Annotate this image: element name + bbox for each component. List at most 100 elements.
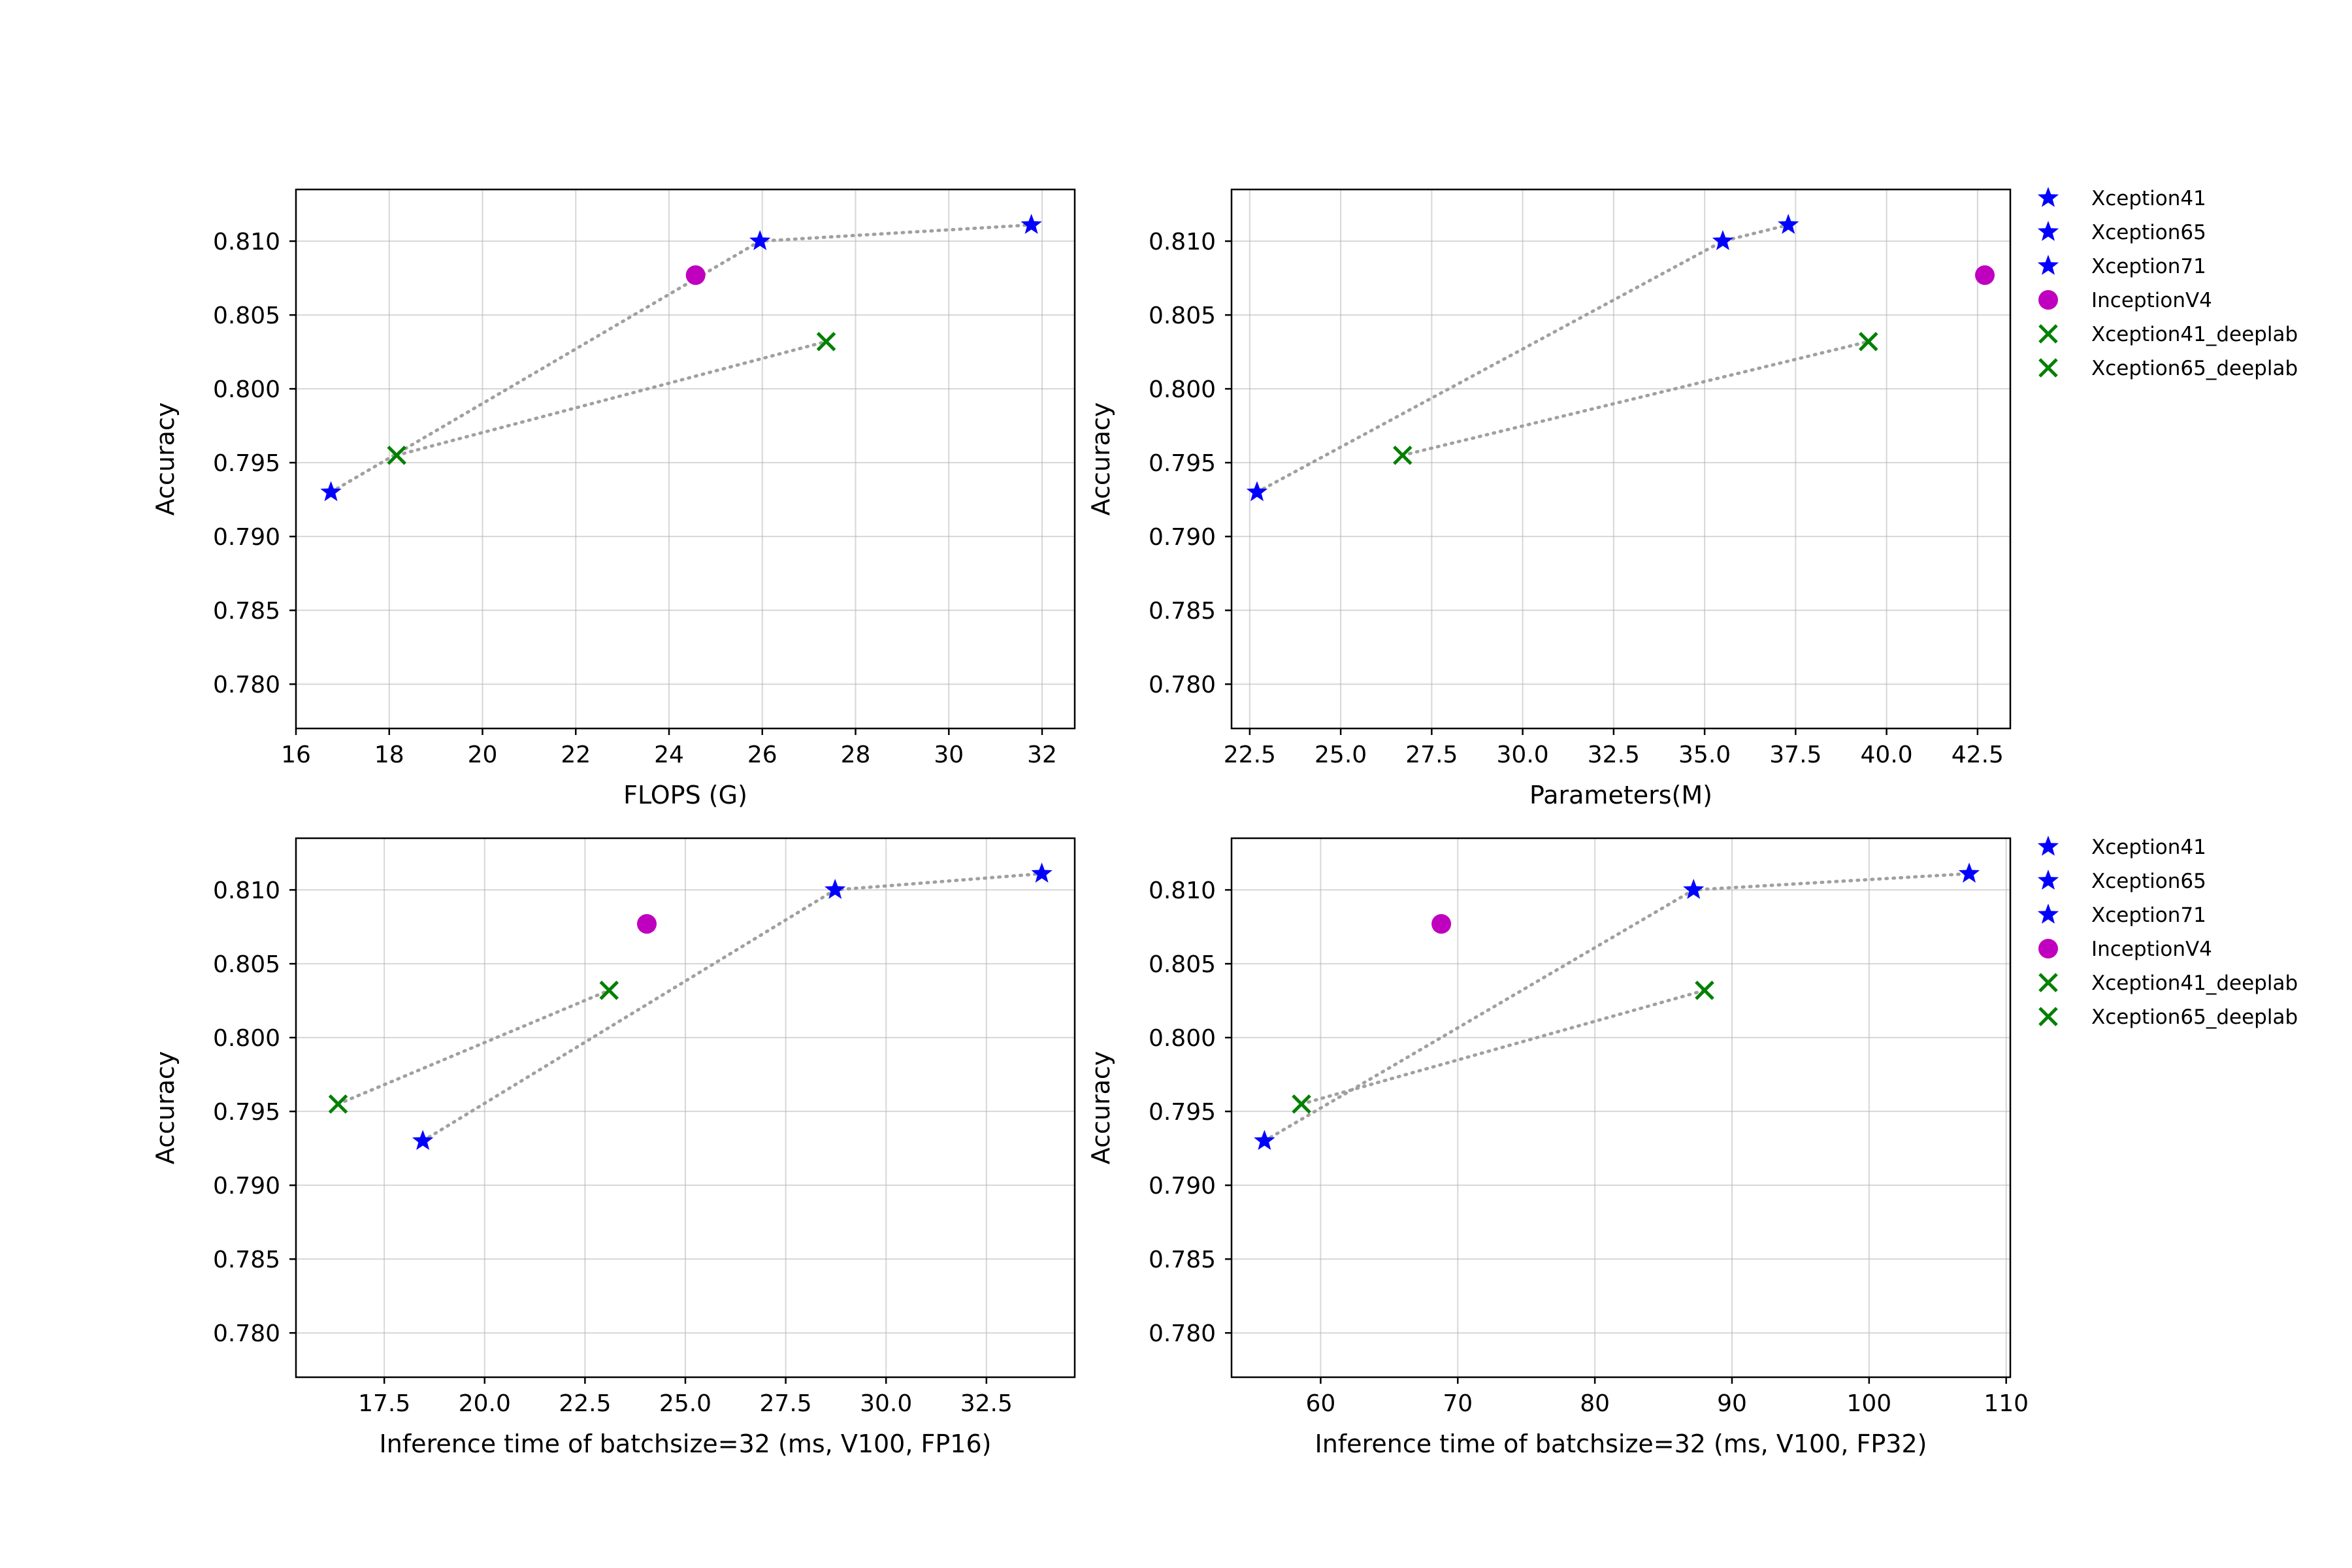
x-tick-label: 30 bbox=[934, 742, 964, 768]
x-tick-label: 70 bbox=[1443, 1390, 1473, 1417]
point-xception41 bbox=[1246, 481, 1268, 502]
point-xception41 bbox=[412, 1130, 434, 1151]
x-tick-label: 30.0 bbox=[860, 1390, 912, 1417]
x-tick-label: 80 bbox=[1580, 1390, 1610, 1417]
y-tick-label: 0.795 bbox=[213, 450, 280, 477]
x-tick-label: 17.5 bbox=[358, 1390, 410, 1417]
y-tick-label: 0.805 bbox=[213, 302, 280, 329]
point-xception41-deeplab bbox=[328, 1094, 348, 1114]
point-xception65 bbox=[1683, 879, 1705, 899]
y-axis-label: Accuracy bbox=[1086, 1051, 1115, 1165]
x-tick-label: 30.0 bbox=[1497, 742, 1549, 768]
x-axis-label: Inference time of batchsize=32 (ms, V100… bbox=[1315, 1429, 1927, 1458]
legend-marker-xception65 bbox=[2037, 870, 2059, 890]
connector-line bbox=[329, 223, 1034, 494]
point-inceptionv4 bbox=[637, 914, 657, 934]
legend-label: Xception65_deeplab bbox=[2091, 1005, 2298, 1029]
legend-marker-inceptionv4 bbox=[2038, 290, 2058, 310]
x-tick-label: 28 bbox=[841, 742, 871, 768]
y-tick-label: 0.780 bbox=[1149, 672, 1216, 698]
x-tick-label: 32.5 bbox=[960, 1390, 1013, 1417]
point-xception41-deeplab bbox=[1393, 446, 1413, 465]
connector-line bbox=[1401, 340, 1870, 457]
y-tick-label: 0.790 bbox=[213, 1173, 280, 1200]
y-tick-label: 0.780 bbox=[1149, 1320, 1216, 1347]
subplot-2: 22.5 25.0 27.5 30.0 32.5 35.0 37.5 40.0 42.5 0.78… bbox=[1086, 187, 2298, 809]
legend-label: Xception65 bbox=[2091, 870, 2206, 893]
y-tick-label: 0.790 bbox=[1149, 524, 1216, 551]
legend-marker-xception65-deeplab bbox=[2038, 358, 2058, 378]
y-tick-label: 0.795 bbox=[1149, 1099, 1216, 1126]
legend-label: Xception41_deeplab bbox=[2091, 972, 2298, 995]
x-axis-label: Parameters(M) bbox=[1529, 781, 1712, 809]
y-tick-label: 0.785 bbox=[213, 598, 280, 625]
legend-marker-xception71 bbox=[2037, 904, 2059, 924]
subplot-3: 17.5 20.0 22.5 25.0 27.5 30.0 32.5 0.780 0.785 0.… bbox=[151, 837, 1076, 1458]
legend-label: Xception65 bbox=[2091, 221, 2206, 244]
point-xception65 bbox=[1712, 230, 1734, 250]
y-tick-label: 0.795 bbox=[213, 1099, 280, 1126]
point-xception41 bbox=[320, 481, 342, 502]
point-xception41 bbox=[1254, 1130, 1275, 1151]
x-tick-label: 37.5 bbox=[1769, 742, 1821, 768]
x-axis-label: FLOPS (G) bbox=[623, 781, 747, 809]
y-tick-label: 0.810 bbox=[213, 877, 280, 904]
x-tick-label: 60 bbox=[1306, 1390, 1336, 1417]
point-xception65-deeplab bbox=[599, 981, 619, 1000]
x-tick-label: 22.5 bbox=[1224, 742, 1276, 768]
y-tick-label: 0.805 bbox=[213, 951, 280, 978]
y-tick-label: 0.790 bbox=[213, 524, 280, 551]
x-tick-label: 42.5 bbox=[1952, 742, 2004, 768]
point-xception65 bbox=[749, 230, 771, 250]
y-tick-label: 0.790 bbox=[1149, 1173, 1216, 1200]
x-tick-label: 18 bbox=[374, 742, 404, 768]
x-tick-label: 27.5 bbox=[760, 1390, 812, 1417]
y-axis-label: Accuracy bbox=[151, 1051, 180, 1165]
x-tick-label: 100 bbox=[1846, 1390, 1891, 1417]
legend-marker-xception41-deeplab bbox=[2038, 324, 2058, 344]
point-inceptionv4 bbox=[1431, 914, 1452, 934]
x-tick-label: 22 bbox=[561, 742, 591, 768]
legend: Xception41 Xception65 Xception71 InceptionV… bbox=[2037, 187, 2298, 380]
y-axis-label: Accuracy bbox=[1086, 402, 1115, 516]
point-xception71 bbox=[1778, 214, 1799, 234]
connector-line bbox=[336, 988, 611, 1106]
point-inceptionv4 bbox=[1975, 265, 1995, 286]
y-tick-label: 0.785 bbox=[1149, 1247, 1216, 1273]
legend-label: Xception41_deeplab bbox=[2091, 323, 2298, 346]
y-tick-label: 0.810 bbox=[1149, 229, 1216, 255]
point-xception71 bbox=[1031, 862, 1053, 883]
legend-label: InceptionV4 bbox=[2091, 289, 2212, 312]
point-xception65-deeplab bbox=[1695, 981, 1714, 1000]
x-axis-label: Inference time of batchsize=32 (ms, V100… bbox=[380, 1429, 992, 1458]
x-tick-label: 32.5 bbox=[1588, 742, 1640, 768]
y-tick-label: 0.810 bbox=[1149, 877, 1216, 904]
point-xception65-deeplab bbox=[816, 332, 836, 351]
legend: Xception41 Xception65 Xception71 InceptionV… bbox=[2037, 836, 2298, 1029]
y-tick-label: 0.800 bbox=[213, 376, 280, 403]
point-xception71 bbox=[1021, 214, 1042, 234]
point-xception65 bbox=[825, 879, 846, 899]
x-tick-label: 26 bbox=[747, 742, 777, 768]
plot-frame bbox=[295, 188, 1076, 730]
connector-line bbox=[1262, 872, 1971, 1143]
point-xception65-deeplab bbox=[1859, 332, 1878, 351]
legend-label: Xception41 bbox=[2091, 187, 2206, 210]
y-tick-label: 0.805 bbox=[1149, 302, 1216, 329]
subplot-4: 60 70 80 90 100 110 0.780 0.785 0.790 0.795 0.800 0… bbox=[1086, 836, 2298, 1458]
point-xception71 bbox=[1958, 862, 1980, 883]
legend-label: Xception71 bbox=[2091, 255, 2206, 278]
x-tick-label: 110 bbox=[1984, 1390, 2029, 1417]
y-tick-label: 0.785 bbox=[1149, 598, 1216, 625]
y-tick-label: 0.810 bbox=[213, 229, 280, 255]
point-xception41-deeplab bbox=[1292, 1094, 1311, 1114]
y-tick-label: 0.800 bbox=[1149, 376, 1216, 403]
x-tick-label: 40.0 bbox=[1861, 742, 1913, 768]
x-tick-label: 25.0 bbox=[659, 1390, 711, 1417]
legend-marker-xception41 bbox=[2037, 836, 2059, 856]
y-tick-label: 0.785 bbox=[213, 1247, 280, 1273]
y-tick-label: 0.795 bbox=[1149, 450, 1216, 477]
legend-marker-xception71 bbox=[2037, 255, 2059, 275]
y-axis-label: Accuracy bbox=[151, 402, 180, 516]
